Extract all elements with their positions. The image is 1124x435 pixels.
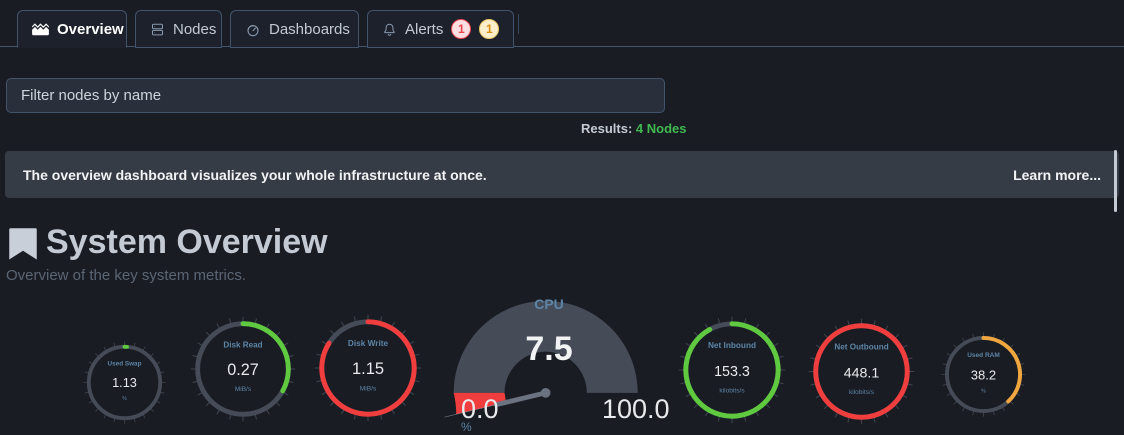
svg-text:448.1: 448.1 <box>843 365 879 381</box>
svg-text:Net Outbound: Net Outbound <box>834 342 888 351</box>
svg-text:38.2: 38.2 <box>970 367 995 382</box>
svg-text:Net Inbound: Net Inbound <box>708 341 756 350</box>
svg-text:153.3: 153.3 <box>714 364 750 380</box>
svg-text:kilobits/s: kilobits/s <box>848 388 874 395</box>
svg-text:MiB/s: MiB/s <box>360 386 377 393</box>
svg-text:%: % <box>122 395 127 401</box>
svg-text:0.27: 0.27 <box>227 361 259 379</box>
svg-text:Used Swap: Used Swap <box>107 360 141 367</box>
svg-text:Used RAM: Used RAM <box>967 352 1000 359</box>
svg-text:kilobits/s: kilobits/s <box>719 388 745 395</box>
svg-text:MiB/s: MiB/s <box>235 386 251 393</box>
svg-text:1.13: 1.13 <box>112 375 137 390</box>
svg-text:1.15: 1.15 <box>352 360 384 378</box>
svg-text:%: % <box>981 388 986 394</box>
svg-text:Disk Read: Disk Read <box>223 340 262 349</box>
svg-text:Disk Write: Disk Write <box>348 339 389 348</box>
